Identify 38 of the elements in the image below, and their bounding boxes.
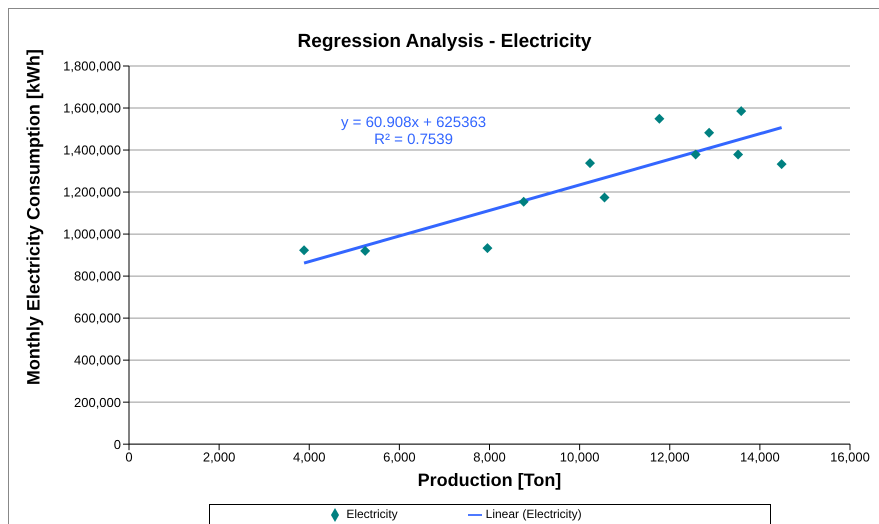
y-tick-label: 0 <box>114 436 121 452</box>
y-tick-label: 1,400,000 <box>63 142 121 158</box>
legend-label: Electricity <box>346 507 398 522</box>
x-tick-label: 16,000 <box>830 449 870 464</box>
x-tick-label: 0 <box>125 449 133 464</box>
y-tick-label: 400,000 <box>74 352 121 368</box>
x-tick-label: 12,000 <box>650 449 690 464</box>
point <box>518 196 529 207</box>
point <box>482 243 492 254</box>
point <box>360 246 370 256</box>
annotation: y = 60.908x + 625363 <box>341 114 486 131</box>
legend-label: Linear (Electricity) <box>486 507 582 522</box>
point <box>299 245 310 256</box>
y-tick-label: 1,200,000 <box>63 184 121 200</box>
chart-title: Regression Analysis - Electricity <box>298 31 592 52</box>
x-tick-label: 8,000 <box>473 449 506 464</box>
y-tick-label: 800,000 <box>74 268 121 284</box>
x-tick-label: 6,000 <box>383 449 416 464</box>
y-tick-label: 1,800,000 <box>63 58 121 74</box>
annotation: R² = 0.7539 <box>373 131 454 148</box>
point <box>704 128 714 138</box>
y-axis-title: Monthly Electricity Consumption [kWh] <box>23 49 44 386</box>
x-tick-label: 4,000 <box>292 449 326 464</box>
point <box>733 149 744 160</box>
y-tick-label: 1,000,000 <box>63 226 121 242</box>
y-tick-label: 200,000 <box>74 394 121 410</box>
point <box>584 158 595 168</box>
point <box>600 192 610 203</box>
point <box>654 114 664 124</box>
x-tick-label: 2,000 <box>202 449 236 464</box>
y-tick-label: 1,600,000 <box>63 100 121 116</box>
point <box>776 159 787 170</box>
point <box>736 106 746 116</box>
x-tick-label: 10,000 <box>560 449 600 464</box>
y-tick-label: 600,000 <box>74 310 121 326</box>
x-axis-title: Production [Ton] <box>418 470 562 490</box>
point <box>690 149 701 160</box>
x-tick-label: 14,000 <box>740 449 780 464</box>
